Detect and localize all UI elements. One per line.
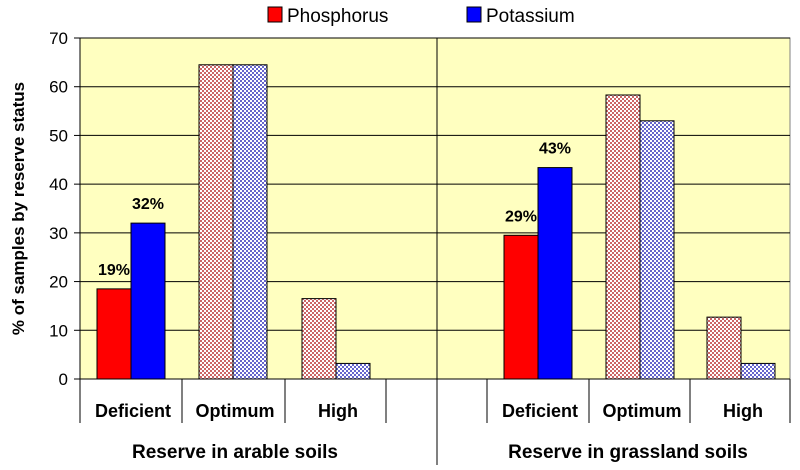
bar-potassium-deficient bbox=[537, 167, 573, 380]
category-label: Deficient bbox=[502, 401, 578, 421]
gridlines bbox=[80, 37, 790, 331]
labels: % of samples by reserve status 19% 32% Defi… bbox=[9, 82, 763, 463]
bar-phosphorus-deficient bbox=[503, 234, 539, 380]
bar-potassium-high bbox=[335, 362, 371, 380]
category-label: Optimum bbox=[196, 401, 275, 421]
legend-swatch bbox=[466, 6, 482, 23]
bar-potassium-optimum bbox=[232, 64, 268, 380]
bar-potassium-high bbox=[740, 362, 776, 380]
y-tick-label: 0 bbox=[59, 370, 68, 389]
group-label: Reserve in grassland soils bbox=[508, 442, 748, 463]
axes: 0 10 20 30 40 50 60 70 bbox=[49, 29, 791, 465]
bar-phosphorus-optimum bbox=[198, 64, 234, 380]
y-tick-label: 20 bbox=[49, 273, 68, 292]
legend: Phosphorus Potassium bbox=[267, 6, 575, 27]
bar-phosphorus-high bbox=[301, 298, 337, 380]
bar-phosphorus-optimum bbox=[605, 94, 641, 380]
bars bbox=[96, 64, 776, 380]
bar-potassium-optimum bbox=[639, 120, 675, 380]
legend-item: Phosphorus bbox=[267, 6, 388, 27]
y-tick-label: 40 bbox=[49, 175, 68, 194]
y-tick-label: 50 bbox=[49, 126, 68, 145]
legend-swatch bbox=[267, 6, 283, 23]
y-tick-label: 30 bbox=[49, 224, 68, 243]
category-label: Deficient bbox=[95, 401, 171, 421]
plot-area bbox=[79, 37, 791, 380]
bar-potassium-deficient bbox=[130, 222, 166, 380]
data-label: 29% bbox=[505, 208, 537, 225]
category-label: High bbox=[318, 401, 358, 421]
y-tick-label: 70 bbox=[49, 29, 68, 48]
category-label: Optimum bbox=[603, 401, 682, 421]
y-tick-label: 10 bbox=[49, 321, 68, 340]
data-label: 19% bbox=[98, 262, 130, 279]
bar-phosphorus-deficient bbox=[96, 288, 132, 380]
category-label: High bbox=[723, 401, 763, 421]
group-label: Reserve in arable soils bbox=[132, 442, 338, 463]
y-axis-label: % of samples by reserve status bbox=[9, 82, 28, 335]
data-label: 43% bbox=[539, 141, 571, 158]
legend-label: Phosphorus bbox=[287, 6, 388, 27]
y-tick-label: 60 bbox=[49, 78, 68, 97]
legend-item: Potassium bbox=[466, 6, 575, 27]
legend-label: Potassium bbox=[486, 6, 575, 27]
bar-phosphorus-high bbox=[706, 316, 742, 380]
data-label: 32% bbox=[132, 196, 164, 213]
